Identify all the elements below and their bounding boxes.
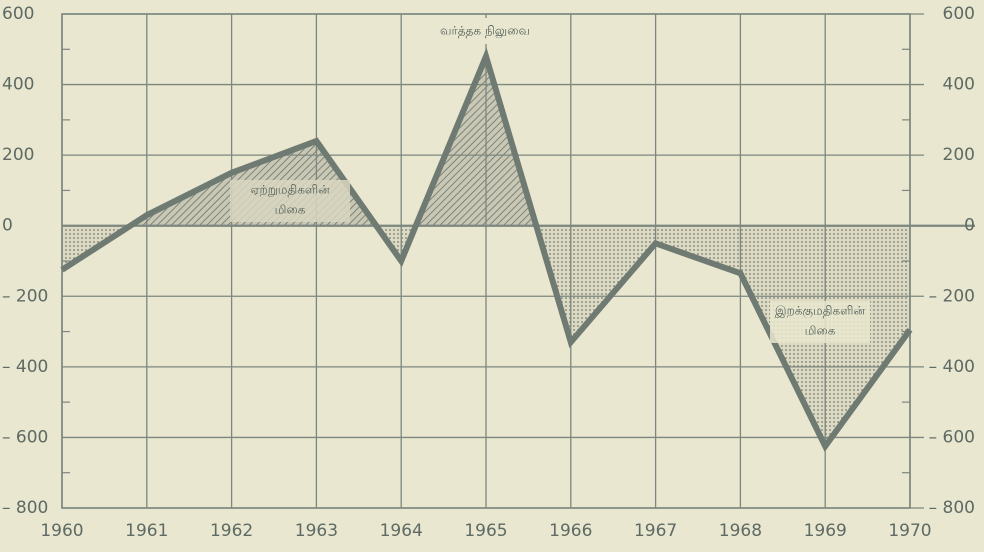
balance-line (60, 47, 913, 453)
y-tick-label: – 400 (2, 357, 48, 377)
y-tick-label: – 600 (2, 427, 48, 447)
chart-title: வர்த்தக நிலுவை (440, 24, 530, 39)
annotation: ஏற்றுமதிகளின் (250, 183, 330, 198)
y2-tick-label: – 200 (929, 286, 975, 306)
x-tick-label: 1970 (888, 521, 931, 541)
x-tick-label: 1963 (295, 521, 338, 541)
x-tick-label: 1961 (125, 521, 168, 541)
y-tick-label: 0 (2, 216, 13, 236)
x-tick-label: 1960 (40, 521, 83, 541)
x-tick-label: 1969 (804, 521, 847, 541)
annotation: மிகை (805, 324, 836, 338)
annotation: இறக்குமதிகளின் (775, 304, 866, 319)
annotation-box (770, 301, 870, 343)
x-tick-label: 1964 (380, 521, 423, 541)
x-tick-label: 1967 (634, 521, 677, 541)
x-tick-label: 1962 (210, 521, 253, 541)
y2-tick-label: 600 (943, 4, 975, 24)
y2-tick-label: 0 (964, 216, 975, 236)
y-tick-label: – 200 (2, 286, 48, 306)
y-tick-label: 200 (2, 145, 34, 165)
title-box (423, 18, 547, 44)
y-tick-label: – 800 (2, 498, 48, 518)
x-tick-label: 1965 (464, 521, 507, 541)
annotation: மிகை (275, 203, 306, 217)
y-tick-label: 600 (2, 4, 34, 24)
y2-tick-label: – 800 (929, 498, 975, 518)
y2-tick-label: 200 (943, 145, 975, 165)
y2-tick-label: 400 (943, 75, 975, 95)
x-tick-label: 1968 (719, 521, 762, 541)
y-tick-label: 400 (2, 75, 34, 95)
annotation-box (230, 180, 350, 222)
y2-tick-label: – 600 (929, 427, 975, 447)
plot-frame (61, 13, 911, 509)
x-tick-label: 1966 (549, 521, 592, 541)
y2-tick-label: – 400 (929, 357, 975, 377)
